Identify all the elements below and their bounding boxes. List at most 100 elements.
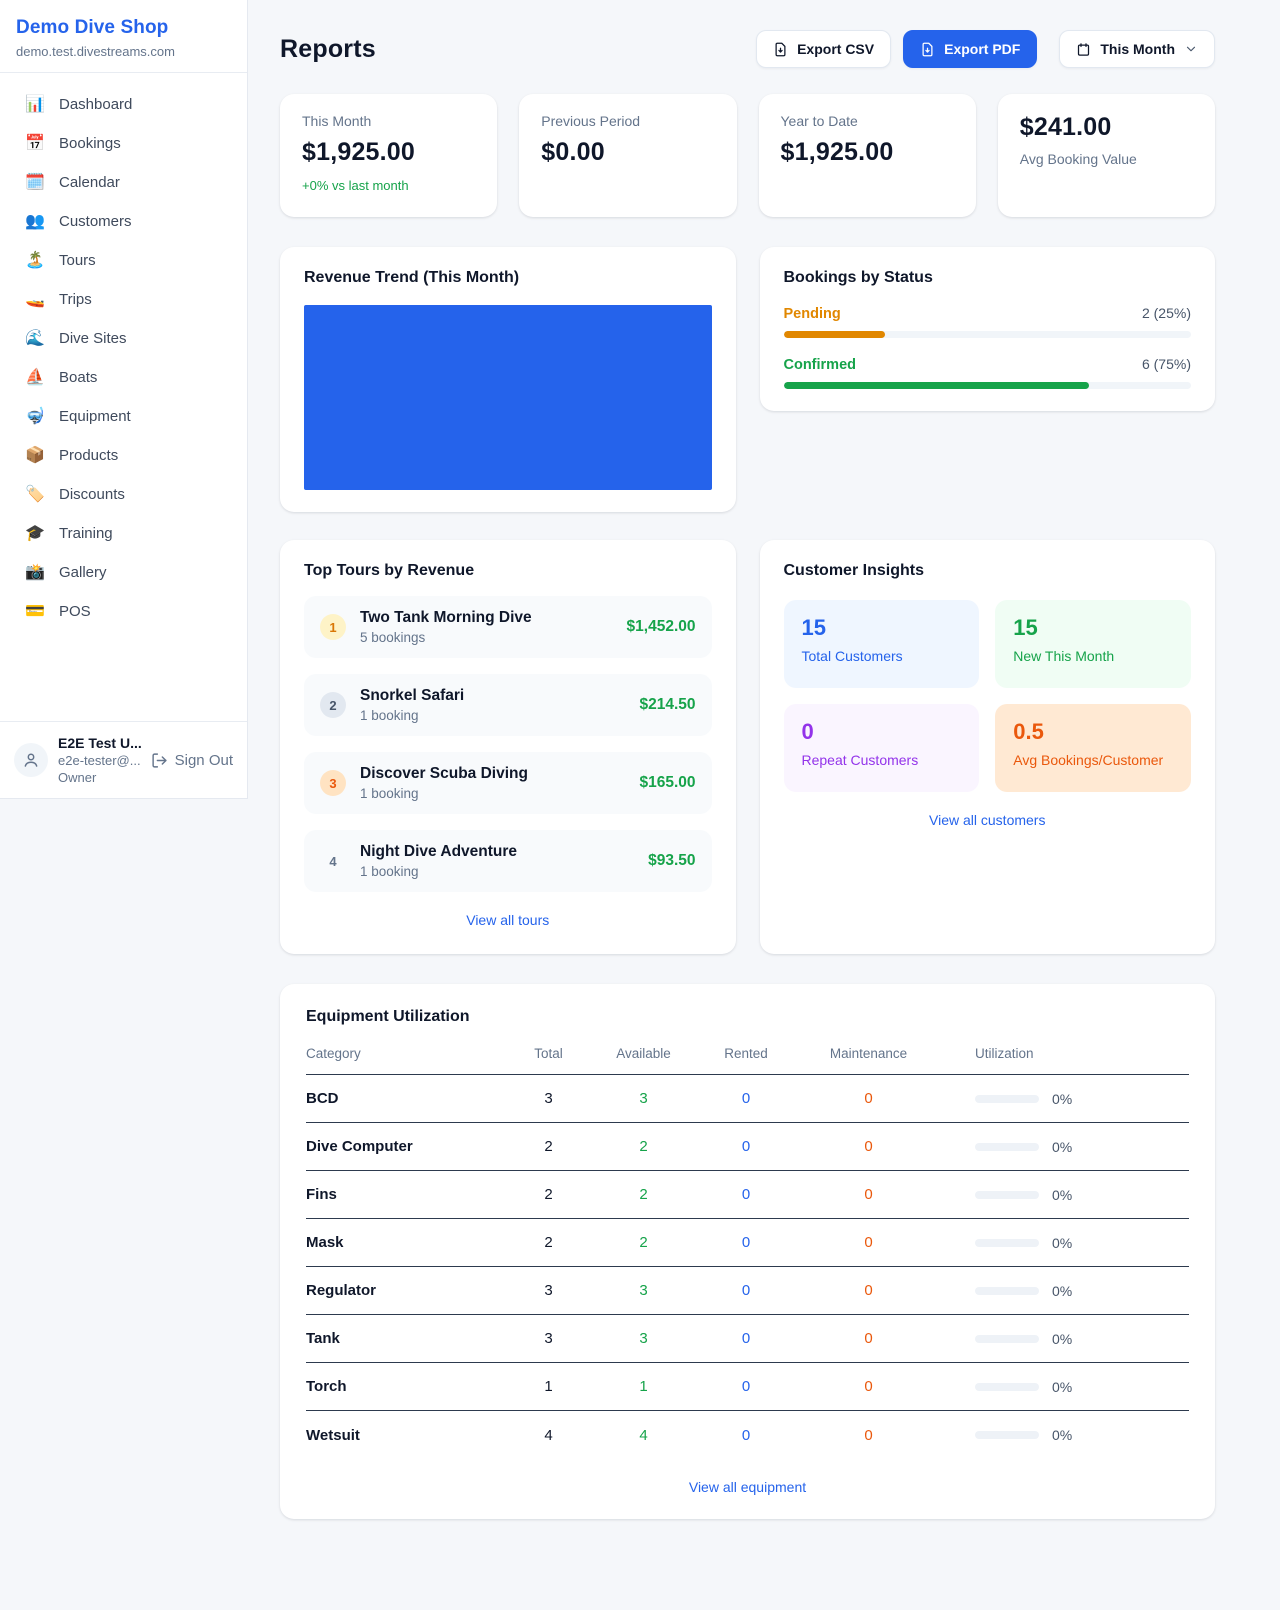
table-row: BCD 3 3 0 0 0% (306, 1075, 1189, 1123)
export-pdf-button[interactable]: Export PDF (903, 30, 1038, 68)
tile-label: Total Customers (801, 648, 903, 664)
export-pdf-label: Export PDF (944, 41, 1021, 57)
tile-value: 0 (801, 719, 814, 744)
brand-block: Demo Dive Shop demo.test.divestreams.com (0, 0, 247, 73)
col-available: Available (616, 1046, 671, 1061)
tour-row: 1 Two Tank Morning Dive 5 bookings $1,45… (304, 596, 712, 658)
sidebar-item-calendar[interactable]: 🗓️ Calendar (12, 165, 235, 200)
cell-total: 1 (544, 1378, 553, 1395)
table-row: Torch 1 1 0 0 0% (306, 1363, 1189, 1411)
rank-badge: 3 (320, 770, 346, 796)
utilization-percent: 0% (1052, 1427, 1073, 1443)
utilization-bar-track (975, 1142, 1039, 1151)
tile-new-this-month: 15 New This Month (995, 600, 1191, 688)
status-label: Pending (783, 306, 841, 322)
cell-utilization: 0% (946, 1331, 1189, 1347)
table-row: Dive Computer 2 2 0 0 0% (306, 1123, 1189, 1171)
sidebar-item-products[interactable]: 📦 Products (12, 438, 235, 473)
equipment-utilization-title: Equipment Utilization (306, 1008, 470, 1025)
rank-badge: 1 (320, 614, 346, 640)
header-actions: Export CSV Export PDF This Month (756, 30, 1215, 68)
person-icon (24, 753, 38, 767)
table-row: Regulator 3 3 0 0 0% (306, 1267, 1189, 1315)
user-meta: E2E Test U... e2e-tester@... Owner (58, 735, 142, 785)
sidebar-item-tours[interactable]: 🏝️ Tours (12, 243, 235, 278)
utilization-bar-track (975, 1286, 1039, 1295)
sidebar-item-pos[interactable]: 💳 POS (12, 594, 235, 629)
sidebar-item-label: POS (59, 603, 91, 620)
top-tours-title: Top Tours by Revenue (304, 562, 475, 579)
brand-domain: demo.test.divestreams.com (16, 44, 175, 59)
camera-icon: 📸 (25, 563, 45, 581)
revenue-trend-chart (304, 305, 712, 490)
cell-maintenance: 0 (864, 1282, 873, 1299)
sidebar-item-equipment[interactable]: 🤿 Equipment (12, 399, 235, 434)
status-bar-fill (783, 331, 886, 338)
sidebar-item-dive-sites[interactable]: 🌊 Dive Sites (12, 321, 235, 356)
rank-badge: 4 (329, 853, 337, 869)
bar-chart-icon: 📊 (25, 95, 45, 113)
stat-card-previous-period: Previous Period $0.00 (519, 94, 737, 217)
cell-rented: 0 (741, 1138, 751, 1155)
status-label: Confirmed (783, 357, 857, 373)
stat-delta: +0% vs last month (302, 178, 409, 193)
cell-category: Mask (306, 1234, 344, 1251)
stat-card-avg-booking-value: $241.00 Avg Booking Value (997, 94, 1215, 217)
utilization-percent: 0% (1052, 1138, 1073, 1155)
sidebar-item-label: Calendar (59, 174, 120, 191)
island-icon: 🏝️ (25, 251, 45, 269)
sidebar-item-label: Trips (59, 291, 92, 308)
cell-category: Wetsuit (306, 1426, 360, 1444)
cell-rented: 0 (741, 1330, 751, 1347)
status-bar-track (783, 382, 1191, 389)
credit-card-icon: 💳 (25, 602, 45, 620)
col-rented: Rented (724, 1046, 768, 1061)
sidebar-item-bookings[interactable]: 📅 Bookings (12, 126, 235, 161)
tour-bookings: 5 bookings (360, 630, 426, 645)
sidebar-item-label: Customers (59, 213, 132, 230)
stat-value: $241.00 (1019, 113, 1112, 141)
stat-card-year-to-date: Year to Date $1,925.00 (758, 94, 976, 217)
view-all-tours-link[interactable]: View all tours (466, 912, 550, 928)
cell-available: 2 (639, 1138, 648, 1155)
export-csv-button[interactable]: Export CSV (756, 30, 892, 68)
avatar (14, 743, 48, 777)
cell-available: 3 (639, 1090, 648, 1107)
sign-out-button[interactable]: Sign Out (151, 752, 233, 769)
cell-utilization: 0% (946, 1187, 1189, 1203)
status-row-pending: Pending 2 (25%) (783, 305, 1191, 338)
tile-avg-bookings-customer: 0.5 Avg Bookings/Customer (995, 704, 1191, 792)
tile-value: 15 (801, 615, 826, 640)
cell-utilization: 0% (946, 1091, 1189, 1107)
sidebar-item-gallery[interactable]: 📸 Gallery (12, 555, 235, 590)
stat-value: $1,925.00 (302, 138, 416, 166)
sidebar-item-dashboard[interactable]: 📊 Dashboard (12, 87, 235, 122)
sidebar-item-discounts[interactable]: 🏷️ Discounts (12, 477, 235, 512)
utilization-bar-track (975, 1094, 1039, 1103)
status-bar-fill (783, 382, 1090, 389)
status-value: 2 (25%) (1141, 305, 1191, 321)
view-all-customers-link[interactable]: View all customers (929, 812, 1046, 828)
view-all-equipment-link[interactable]: View all equipment (688, 1479, 807, 1495)
table-row: Tank 3 3 0 0 0% (306, 1315, 1189, 1363)
cell-maintenance: 0 (864, 1330, 873, 1347)
insight-tiles: 15 Total Customers 15 New This Month 0 R… (783, 600, 1191, 792)
sidebar-item-training[interactable]: 🎓 Training (12, 516, 235, 551)
stat-value: $0.00 (541, 138, 605, 166)
period-dropdown[interactable]: This Month (1059, 30, 1215, 68)
calendar-date-icon: 📅 (25, 134, 45, 152)
cell-total: 3 (544, 1090, 553, 1107)
tour-revenue: $1,452.00 (626, 618, 696, 635)
status-row-confirmed: Confirmed 6 (75%) (783, 356, 1191, 389)
cell-category: BCD (306, 1090, 339, 1107)
sidebar-item-boats[interactable]: ⛵ Boats (12, 360, 235, 395)
stat-label: Previous Period (541, 113, 641, 129)
sidebar-item-label: Bookings (59, 135, 121, 152)
stat-label: Year to Date (780, 113, 858, 129)
cell-total: 4 (544, 1426, 553, 1444)
tile-label: New This Month (1013, 648, 1115, 664)
sidebar-item-customers[interactable]: 👥 Customers (12, 204, 235, 239)
sidebar-item-trips[interactable]: 🚤 Trips (12, 282, 235, 317)
revenue-trend-title: Revenue Trend (This Month) (304, 269, 520, 286)
user-email: e2e-tester@... (58, 753, 141, 768)
